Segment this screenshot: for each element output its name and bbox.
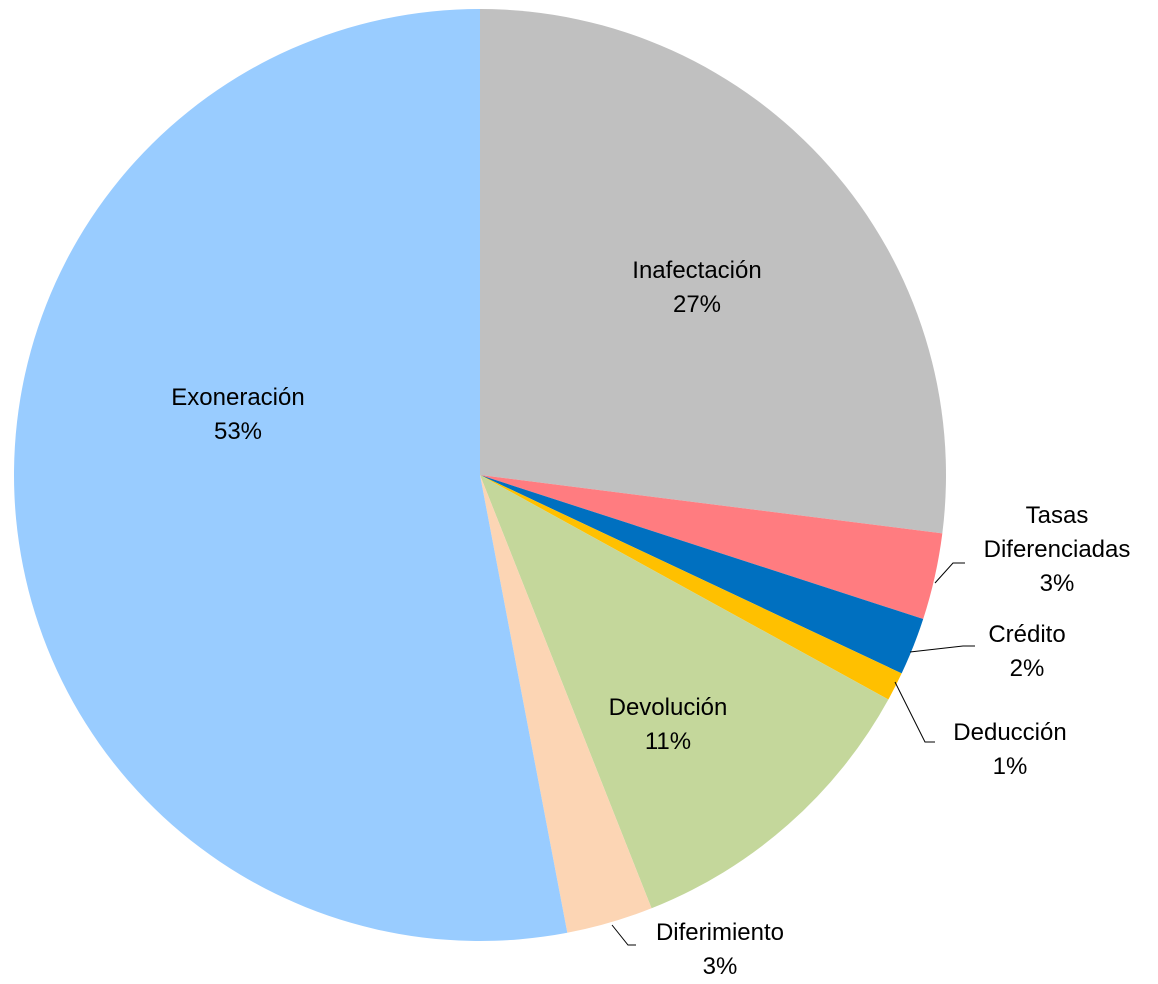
data-label: Exoneración 53% bbox=[138, 381, 338, 449]
leader-line bbox=[611, 924, 636, 946]
pie-slice bbox=[480, 9, 946, 534]
data-label: Deducción 1% bbox=[910, 716, 1110, 784]
leader-line bbox=[894, 681, 935, 743]
pie-slice bbox=[480, 475, 902, 700]
pie-slice bbox=[480, 475, 652, 933]
slice-name: Deducción bbox=[953, 719, 1067, 746]
slice-name: Crédito bbox=[988, 621, 1066, 648]
slice-value: 53% bbox=[213, 418, 263, 445]
slice-name: Inafectación bbox=[632, 257, 762, 284]
data-label: Inafectación 27% bbox=[597, 254, 797, 322]
slice-name: Exoneración bbox=[171, 384, 305, 411]
slice-name: Diferimiento bbox=[655, 919, 785, 946]
slice-name: Tasas Diferenciadas bbox=[983, 502, 1131, 563]
slice-value: 2% bbox=[1009, 655, 1045, 682]
slice-value: 27% bbox=[672, 291, 722, 318]
slice-value: 3% bbox=[702, 953, 738, 980]
leader-line bbox=[909, 645, 975, 653]
data-label: Tasas Diferenciadas 3% bbox=[957, 499, 1157, 601]
pie-slice bbox=[480, 475, 943, 620]
pie-slice bbox=[480, 475, 924, 674]
slice-value: 1% bbox=[992, 753, 1028, 780]
leader-line bbox=[934, 562, 965, 584]
pie-slice bbox=[480, 475, 889, 909]
data-label: Devolución 11% bbox=[568, 691, 768, 759]
slice-value: 11% bbox=[644, 728, 692, 755]
data-label: Diferimiento 3% bbox=[620, 916, 820, 984]
slice-value: 3% bbox=[1039, 570, 1075, 597]
slice-name: Devolución bbox=[608, 694, 728, 721]
data-label: Crédito 2% bbox=[927, 618, 1127, 686]
pie-slice bbox=[13, 9, 568, 942]
